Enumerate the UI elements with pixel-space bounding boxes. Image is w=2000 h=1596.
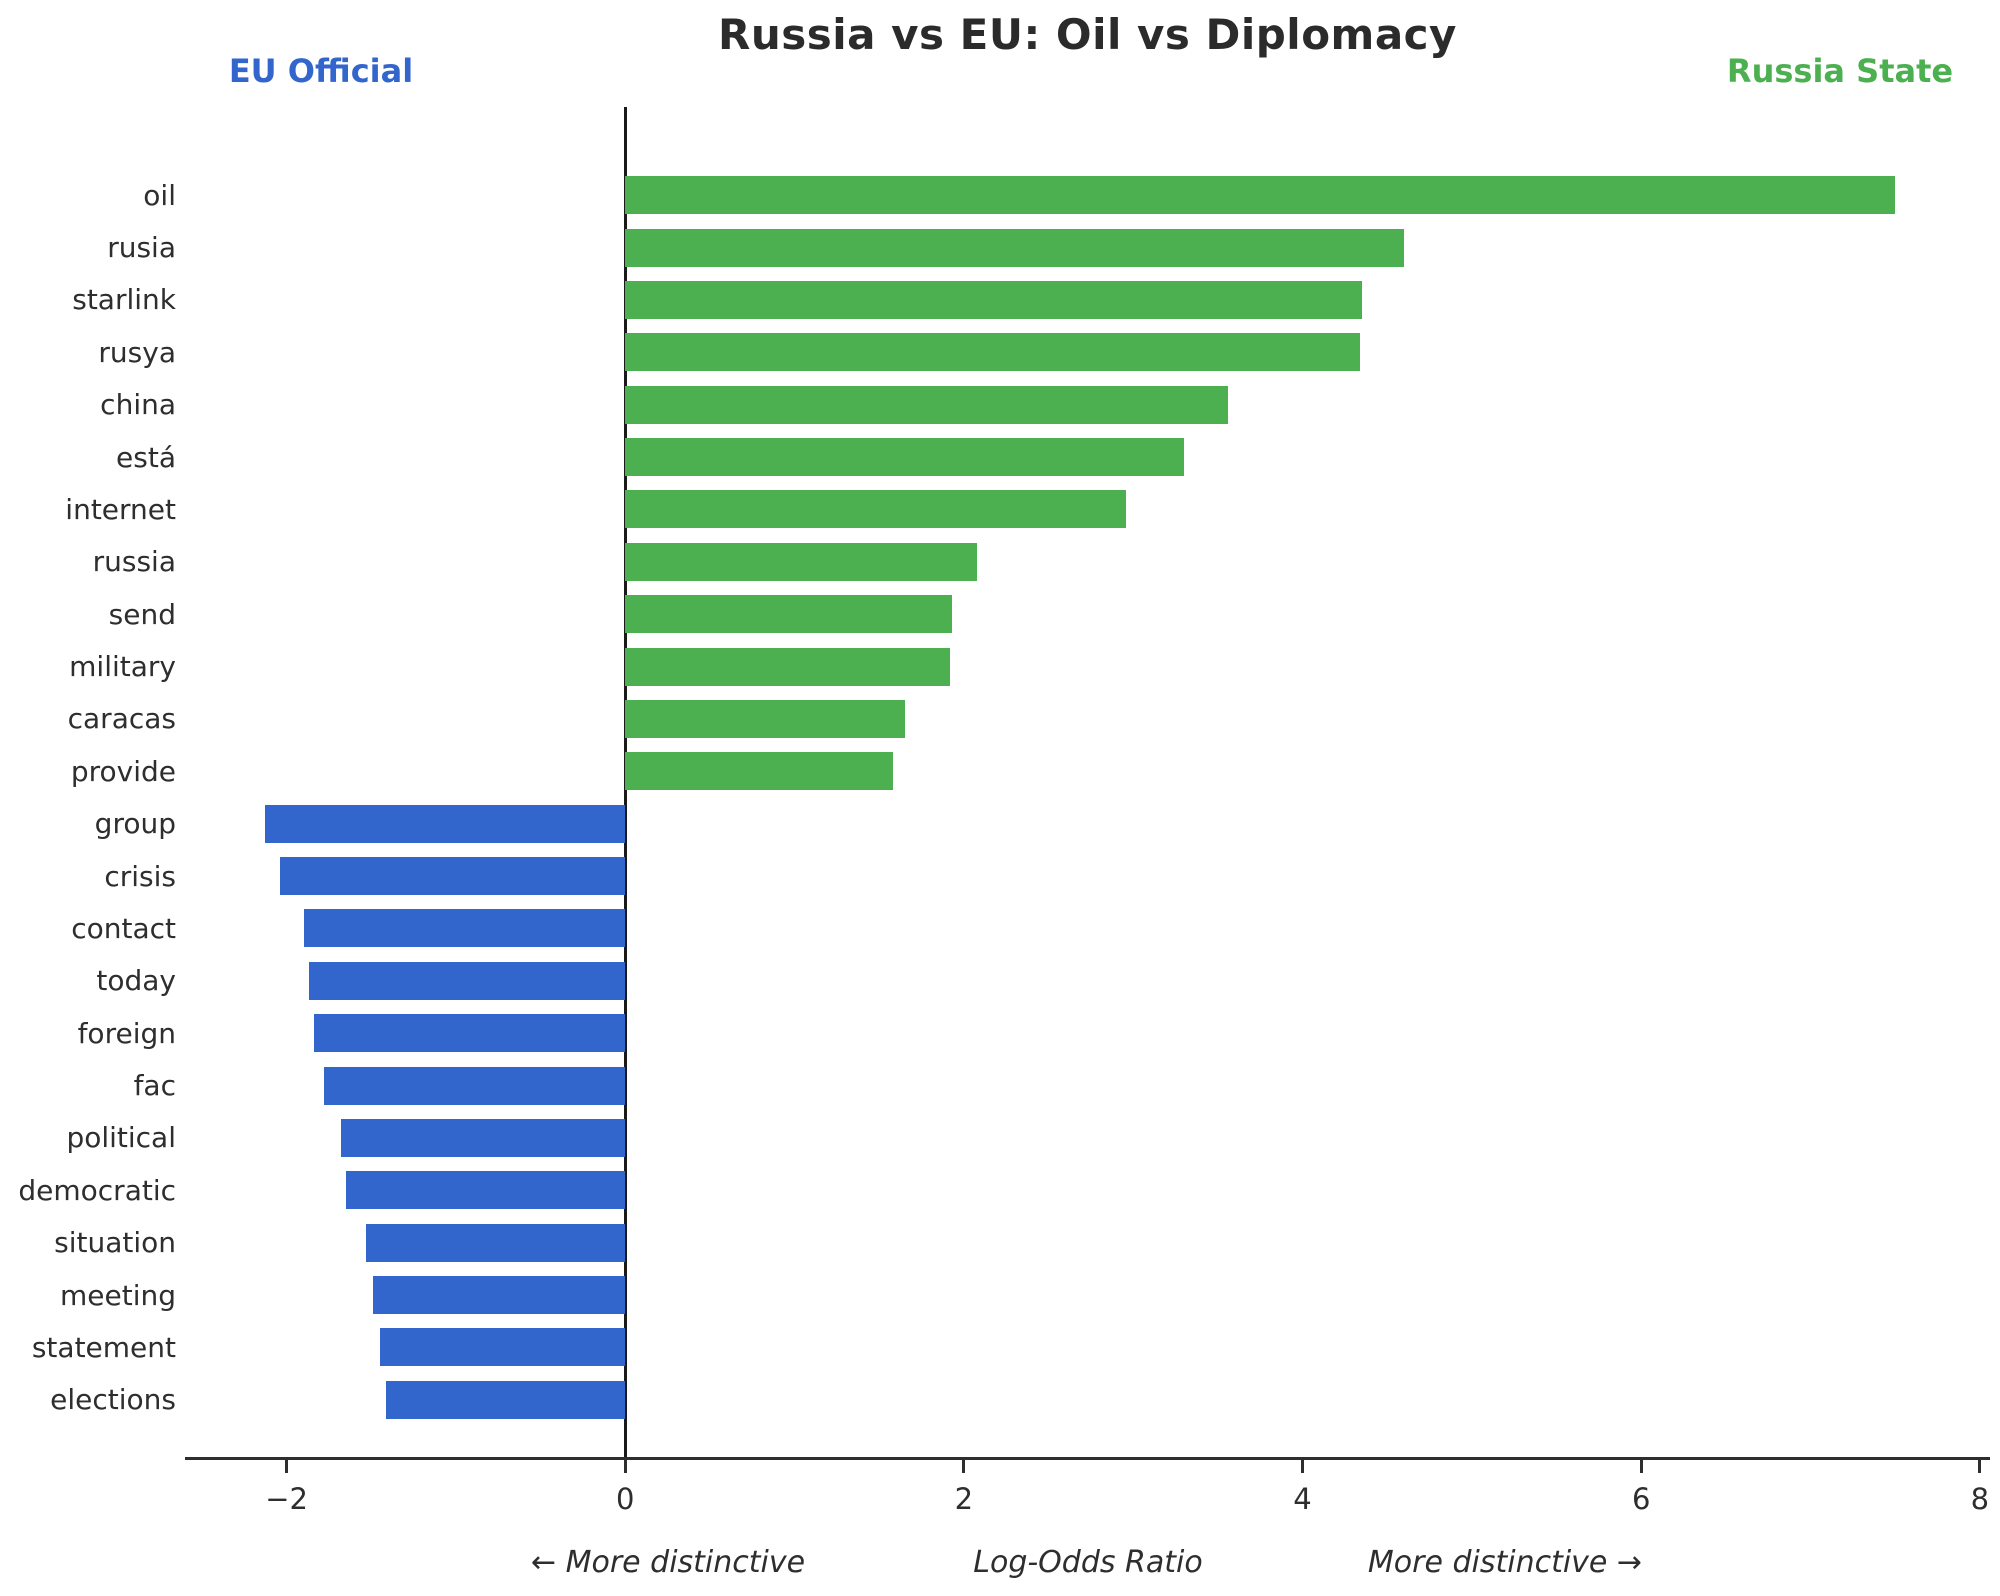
bar-row bbox=[185, 1321, 1990, 1373]
category-label-rusya: rusya bbox=[98, 335, 176, 369]
bar-row bbox=[185, 1164, 1990, 1216]
bar-crisis bbox=[279, 857, 626, 896]
category-label-caracas: caracas bbox=[67, 702, 176, 736]
x-tick-label: 6 bbox=[1631, 1482, 1651, 1516]
bar-internet bbox=[625, 490, 1127, 529]
chart-title: Russia vs EU: Oil vs Diplomacy bbox=[718, 10, 1457, 59]
bar-row bbox=[185, 902, 1990, 954]
bar-row bbox=[185, 169, 1990, 221]
x-axis-note-left: ← More distinctive bbox=[530, 1545, 806, 1580]
category-label-internet: internet bbox=[65, 492, 176, 526]
legend-right-label: Russia State bbox=[1726, 52, 1954, 90]
bar-russia bbox=[625, 542, 978, 581]
bar-row bbox=[185, 588, 1990, 640]
x-tick-mark bbox=[1301, 1460, 1305, 1473]
bar-row bbox=[185, 1112, 1990, 1164]
bar-military bbox=[625, 647, 951, 686]
bar-meeting bbox=[372, 1276, 626, 1315]
category-label-russia: russia bbox=[92, 545, 176, 579]
category-label-crisis: crisis bbox=[104, 859, 176, 893]
bar-send bbox=[625, 595, 953, 634]
bar-row bbox=[185, 1269, 1990, 1321]
bar-political bbox=[340, 1118, 626, 1157]
bar-foreign bbox=[313, 1014, 626, 1053]
category-label-contact: contact bbox=[71, 911, 176, 945]
bar-statement bbox=[379, 1328, 626, 1367]
category-label-elections: elections bbox=[50, 1383, 176, 1417]
bar-fac bbox=[323, 1066, 626, 1105]
bar-row bbox=[185, 1217, 1990, 1269]
category-labels: oil rusia starlink rusya china está internet ru… bbox=[0, 169, 176, 1426]
bar-rusya bbox=[625, 333, 1361, 372]
legend-left-label: EU Official bbox=[228, 52, 414, 90]
bar-row bbox=[185, 221, 1990, 273]
bar-caracas bbox=[625, 699, 905, 738]
bars-container bbox=[185, 169, 1990, 1426]
bar-row bbox=[185, 745, 1990, 797]
x-tick-mark bbox=[623, 1460, 627, 1473]
x-tick-mark bbox=[1639, 1460, 1643, 1473]
bar-situation bbox=[366, 1223, 626, 1262]
bar-row bbox=[185, 536, 1990, 588]
bar-group bbox=[264, 804, 626, 843]
category-label-military: military bbox=[69, 650, 176, 684]
bar-row bbox=[185, 1374, 1990, 1426]
category-label-china: china bbox=[100, 388, 176, 422]
x-axis-label: Log-Odds Ratio bbox=[973, 1545, 1203, 1580]
x-tick-label: 4 bbox=[1293, 1482, 1312, 1516]
bar-row bbox=[185, 379, 1990, 431]
bar-china bbox=[625, 385, 1229, 424]
x-tick-label: 2 bbox=[954, 1482, 974, 1516]
bar-row bbox=[185, 798, 1990, 850]
category-label-starlink: starlink bbox=[72, 283, 176, 317]
bar-today bbox=[308, 961, 626, 1000]
bar-oil bbox=[625, 176, 1896, 215]
category-label-today: today bbox=[96, 964, 176, 998]
x-tick-mark bbox=[962, 1460, 966, 1473]
bar-row bbox=[185, 640, 1990, 692]
category-label-rusia: rusia bbox=[107, 231, 176, 265]
x-tick-label: −2 bbox=[265, 1482, 308, 1516]
bar-row bbox=[185, 483, 1990, 535]
bar-democratic bbox=[345, 1171, 626, 1210]
bar-está bbox=[625, 438, 1184, 477]
bar-elections bbox=[386, 1380, 626, 1419]
category-label-send: send bbox=[108, 597, 176, 631]
category-label-situation: situation bbox=[54, 1226, 176, 1260]
bar-row bbox=[185, 1059, 1990, 1111]
category-label-provide: provide bbox=[70, 754, 176, 788]
x-axis-note-right: More distinctive → bbox=[1367, 1545, 1643, 1580]
category-label-group: group bbox=[94, 807, 176, 841]
category-label-statement: statement bbox=[31, 1330, 176, 1364]
bar-row bbox=[185, 1007, 1990, 1059]
bar-provide bbox=[625, 752, 893, 791]
category-label-democratic: democratic bbox=[18, 1173, 176, 1207]
bar-row bbox=[185, 326, 1990, 378]
bar-row bbox=[185, 693, 1990, 745]
x-tick-mark bbox=[285, 1460, 289, 1473]
category-label-meeting: meeting bbox=[59, 1278, 176, 1312]
x-tick-label: 8 bbox=[1970, 1482, 1990, 1516]
bar-row bbox=[185, 850, 1990, 902]
category-label-political: political bbox=[66, 1121, 176, 1155]
plot-area bbox=[185, 107, 1990, 1460]
category-label-fac: fac bbox=[133, 1069, 176, 1103]
bar-rusia bbox=[625, 228, 1405, 267]
bar-row bbox=[185, 955, 1990, 1007]
category-label-está: está bbox=[116, 440, 176, 474]
bar-row bbox=[185, 274, 1990, 326]
bar-contact bbox=[303, 909, 626, 948]
bar-starlink bbox=[625, 280, 1362, 319]
x-tick-mark bbox=[1978, 1460, 1982, 1473]
category-label-foreign: foreign bbox=[77, 1016, 176, 1050]
x-tick-label: 0 bbox=[616, 1482, 635, 1516]
bar-row bbox=[185, 431, 1990, 483]
category-label-oil: oil bbox=[143, 178, 176, 212]
